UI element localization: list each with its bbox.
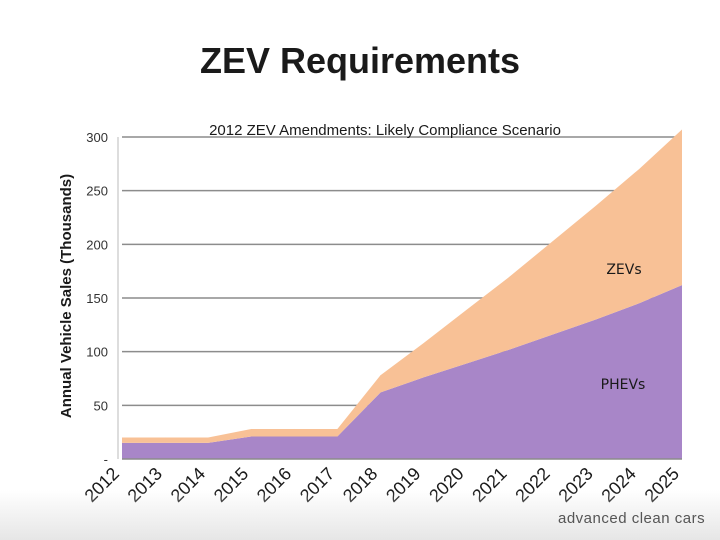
- area-series-phevs: [122, 285, 682, 459]
- y-tick-label: 50: [94, 398, 108, 413]
- series-label-zevs: ZEVs: [606, 262, 641, 278]
- area-series-zevs: [122, 129, 682, 443]
- gridlines: [122, 136, 682, 407]
- y-axis-label: Annual Vehicle Sales (Thousands): [58, 174, 75, 418]
- y-tick-label: 150: [86, 291, 108, 306]
- slide-title: ZEV Requirements: [199, 40, 521, 81]
- chart-title: 2012 ZEV Amendments: Likely Compliance S…: [209, 122, 561, 139]
- series-label-phevs: PHEVs: [601, 377, 646, 393]
- plot-areas: [121, 129, 683, 459]
- y-tick-label: 250: [86, 184, 108, 199]
- brand-logo: advanced clean cars: [558, 510, 706, 527]
- y-tick-label: 200: [86, 237, 108, 252]
- y-tick-label: -: [104, 452, 108, 467]
- footer-band: [0, 490, 720, 540]
- y-tick-label: 100: [86, 345, 108, 360]
- y-tick-label: 300: [86, 130, 108, 145]
- series-labels: ZEVs PHEVs: [601, 262, 646, 393]
